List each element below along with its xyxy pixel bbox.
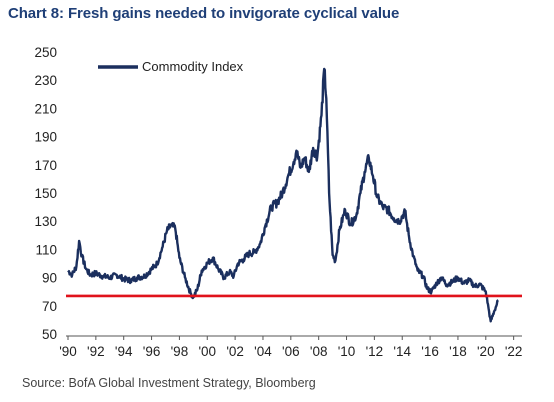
series-line-commodity-index xyxy=(67,67,499,323)
y-tick-label: 130 xyxy=(34,214,57,229)
x-tick-label: '94 xyxy=(115,344,133,359)
legend-label: Commodity Index xyxy=(142,59,244,74)
x-tick-label: '22 xyxy=(505,344,523,359)
y-tick-label: 190 xyxy=(34,130,57,145)
y-tick-label: 50 xyxy=(42,327,57,342)
y-tick-label: 170 xyxy=(34,158,57,173)
x-tick-label: '00 xyxy=(198,344,216,359)
y-axis: 50 70 90 110 130 150 170 190 210 230 250 xyxy=(34,45,57,342)
x-axis: '90 '92 '94 '96 '98 '00 '02 '04 '06 '08 '10 '12 '14 '… xyxy=(59,335,523,359)
y-tick-label: 230 xyxy=(34,73,57,88)
x-tick-label: '90 xyxy=(59,344,77,359)
legend: Commodity Index xyxy=(98,59,244,74)
x-tick-label: '96 xyxy=(143,344,161,359)
x-tick-label: '92 xyxy=(87,344,105,359)
series-layer xyxy=(67,67,499,323)
y-tick-label: 150 xyxy=(34,186,57,201)
x-tick-label: '14 xyxy=(393,344,411,359)
y-tick-label: 250 xyxy=(34,45,57,60)
source-note: Source: BofA Global Investment Strategy,… xyxy=(22,376,316,390)
x-tick-label: '04 xyxy=(254,344,272,359)
x-tick-label: '06 xyxy=(282,344,300,359)
y-tick-label: 70 xyxy=(42,299,57,314)
x-tick-label: '20 xyxy=(477,344,495,359)
x-tick-label: '18 xyxy=(449,344,467,359)
x-tick-label: '12 xyxy=(366,344,384,359)
y-tick-label: 90 xyxy=(42,271,57,286)
y-tick-label: 110 xyxy=(35,242,57,257)
x-tick-label: '98 xyxy=(171,344,189,359)
x-tick-label: '16 xyxy=(421,344,439,359)
y-tick-label: 210 xyxy=(34,101,57,116)
x-tick-label: '08 xyxy=(310,344,328,359)
chart-title: Chart 8: Fresh gains needed to invigorat… xyxy=(8,5,400,22)
x-tick-label: '02 xyxy=(226,344,244,359)
x-tick-label: '10 xyxy=(338,344,356,359)
